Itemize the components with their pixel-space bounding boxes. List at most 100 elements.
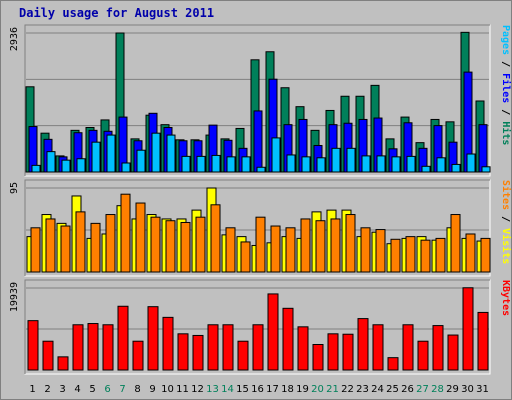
bar-kbytes-day-15 — [237, 340, 249, 371]
side-label-separator: / — [500, 103, 511, 121]
x-tick-label-day-22: 22 — [341, 384, 354, 395]
bar-pages-day-31 — [481, 166, 491, 173]
bar-kbytes-day-7 — [117, 305, 129, 371]
x-tick-label-day-27: 27 — [416, 384, 429, 395]
bar-pages-day-8 — [136, 149, 146, 173]
bar-pages-day-2 — [46, 151, 56, 173]
bar-kbytes-day-12 — [192, 334, 204, 371]
bar-sites-day-24 — [375, 229, 386, 273]
bar-kbytes-day-18 — [282, 307, 294, 371]
x-tick-label-day-25: 25 — [386, 384, 399, 395]
bar-sites-day-16 — [255, 216, 266, 273]
bar-pages-day-26 — [406, 155, 416, 173]
chart-panels: 2936 Pages / Files / Hits 95 Sites / Visits… — [9, 24, 512, 375]
bar-sites-day-8 — [135, 202, 146, 273]
bar-sites-day-31 — [480, 237, 491, 273]
bar-pages-day-4 — [76, 158, 86, 173]
x-tick-label-day-10: 10 — [161, 384, 174, 395]
bar-sites-day-7 — [120, 193, 131, 273]
bar-pages-day-25 — [391, 156, 401, 173]
bar-pages-day-19 — [301, 156, 311, 173]
bar-sites-day-6 — [105, 214, 116, 273]
bar-kbytes-day-1 — [27, 320, 39, 371]
bar-sites-day-2 — [45, 218, 56, 273]
x-tick-label-day-16: 16 — [251, 384, 264, 395]
bar-kbytes-day-25 — [387, 357, 399, 371]
x-tick-label-day-11: 11 — [176, 384, 189, 395]
bar-pages-day-6 — [106, 134, 116, 173]
x-tick-label-day-14: 14 — [221, 384, 234, 395]
panel-inset-edge — [24, 179, 490, 276]
bar-kbytes-day-8 — [132, 340, 144, 371]
bar-sites-day-26 — [405, 236, 416, 273]
x-tick-label-day-4: 4 — [74, 384, 80, 395]
side-label-pages: Pages — [500, 25, 511, 55]
bar-sites-day-12 — [195, 216, 206, 273]
bar-sites-day-15 — [240, 241, 251, 273]
x-tick-label-day-9: 9 — [149, 384, 155, 395]
bar-kbytes-day-19 — [297, 326, 309, 371]
bar-sites-day-21 — [330, 218, 341, 273]
bar-kbytes-day-11 — [177, 333, 189, 371]
bar-pages-day-13 — [211, 154, 221, 173]
x-tick-label-day-20: 20 — [311, 384, 324, 395]
bar-files-day-31 — [478, 124, 488, 173]
x-tick-label-day-28: 28 — [431, 384, 444, 395]
series-pages — [31, 132, 491, 173]
x-tick-label-day-8: 8 — [134, 384, 140, 395]
bar-pages-day-5 — [91, 141, 101, 173]
bar-pages-day-16 — [256, 166, 266, 173]
side-label-separator: / — [500, 210, 511, 228]
bar-pages-day-15 — [241, 156, 251, 173]
bar-sites-day-30 — [465, 233, 476, 273]
x-tick-label-day-17: 17 — [266, 384, 279, 395]
bar-kbytes-day-13 — [207, 324, 219, 371]
panel-side-label: Sites / Visits — [500, 180, 512, 264]
side-label-kbytes: KBytes — [500, 280, 511, 316]
panel-max-label: 2936 — [9, 27, 20, 51]
bar-pages-day-7 — [121, 162, 131, 173]
x-tick-label-day-13: 13 — [206, 384, 219, 395]
bar-pages-day-27 — [421, 165, 431, 173]
bar-pages-day-23 — [361, 155, 371, 173]
bar-pages-day-3 — [61, 159, 71, 173]
bar-pages-day-12 — [196, 155, 206, 173]
panel-max-label: 95 — [9, 182, 20, 194]
bar-kbytes-day-24 — [372, 324, 384, 371]
series-sites — [30, 193, 491, 273]
bar-kbytes-day-5 — [87, 323, 99, 371]
bar-pages-day-11 — [181, 155, 191, 173]
panel-visits: 95 Sites / Visits — [9, 179, 512, 277]
bar-kbytes-day-2 — [42, 340, 54, 371]
bar-pages-day-1 — [31, 164, 41, 173]
side-label-files: Files — [500, 73, 512, 103]
bar-sites-day-13 — [210, 204, 221, 273]
bar-pages-day-9 — [151, 132, 161, 173]
bar-pages-day-30 — [466, 153, 476, 173]
side-label-separator: / — [500, 55, 511, 73]
bar-sites-day-5 — [90, 222, 101, 273]
side-label-hits: Hits — [500, 121, 512, 145]
bar-kbytes-day-6 — [102, 324, 114, 371]
x-tick-label-day-18: 18 — [281, 384, 294, 395]
x-tick-label-day-29: 29 — [446, 384, 459, 395]
x-tick-label-day-5: 5 — [89, 384, 95, 395]
bar-kbytes-day-10 — [162, 316, 174, 371]
bar-kbytes-day-3 — [57, 356, 69, 371]
bar-pages-day-24 — [376, 155, 386, 173]
side-label-sites: Sites — [500, 180, 512, 210]
bar-kbytes-day-16 — [252, 324, 264, 371]
bar-sites-day-25 — [390, 238, 401, 273]
side-label-visits: Visits — [500, 228, 512, 264]
bar-sites-day-14 — [225, 227, 236, 273]
bar-kbytes-day-27 — [417, 340, 429, 371]
bar-kbytes-day-28 — [432, 325, 444, 371]
bar-sites-day-17 — [270, 225, 281, 273]
x-tick-label-day-26: 26 — [401, 384, 414, 395]
bar-sites-day-4 — [75, 211, 86, 273]
x-axis-tick-labels: 1 2 3 4 5 6 7 8 9 10 11 12 13 14 15 16 17 18 19 20 21 22 23 24 2… — [29, 384, 489, 395]
panel-side-label: KBytes — [500, 280, 511, 316]
x-tick-label-day-30: 30 — [461, 384, 474, 395]
x-tick-label-day-23: 23 — [356, 384, 369, 395]
